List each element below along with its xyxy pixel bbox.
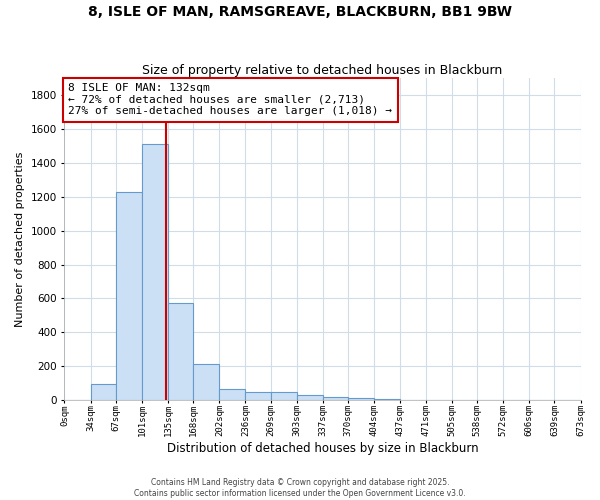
Bar — [142, 144, 168, 400]
Bar — [323, 396, 348, 400]
Bar — [245, 392, 271, 400]
Bar — [348, 398, 374, 400]
Title: Size of property relative to detached houses in Blackburn: Size of property relative to detached ho… — [142, 64, 503, 77]
Text: Contains HM Land Registry data © Crown copyright and database right 2025.
Contai: Contains HM Land Registry data © Crown c… — [134, 478, 466, 498]
X-axis label: Distribution of detached houses by size in Blackburn: Distribution of detached houses by size … — [167, 442, 478, 455]
Bar — [220, 389, 245, 400]
Bar — [193, 364, 220, 400]
Bar — [168, 304, 193, 400]
Bar — [297, 395, 323, 400]
Bar — [374, 399, 400, 400]
Bar — [91, 384, 116, 400]
Text: 8, ISLE OF MAN, RAMSGREAVE, BLACKBURN, BB1 9BW: 8, ISLE OF MAN, RAMSGREAVE, BLACKBURN, B… — [88, 5, 512, 19]
Bar — [271, 392, 297, 400]
Text: 8 ISLE OF MAN: 132sqm
← 72% of detached houses are smaller (2,713)
27% of semi-d: 8 ISLE OF MAN: 132sqm ← 72% of detached … — [68, 83, 392, 116]
Y-axis label: Number of detached properties: Number of detached properties — [15, 152, 25, 327]
Bar — [116, 192, 142, 400]
